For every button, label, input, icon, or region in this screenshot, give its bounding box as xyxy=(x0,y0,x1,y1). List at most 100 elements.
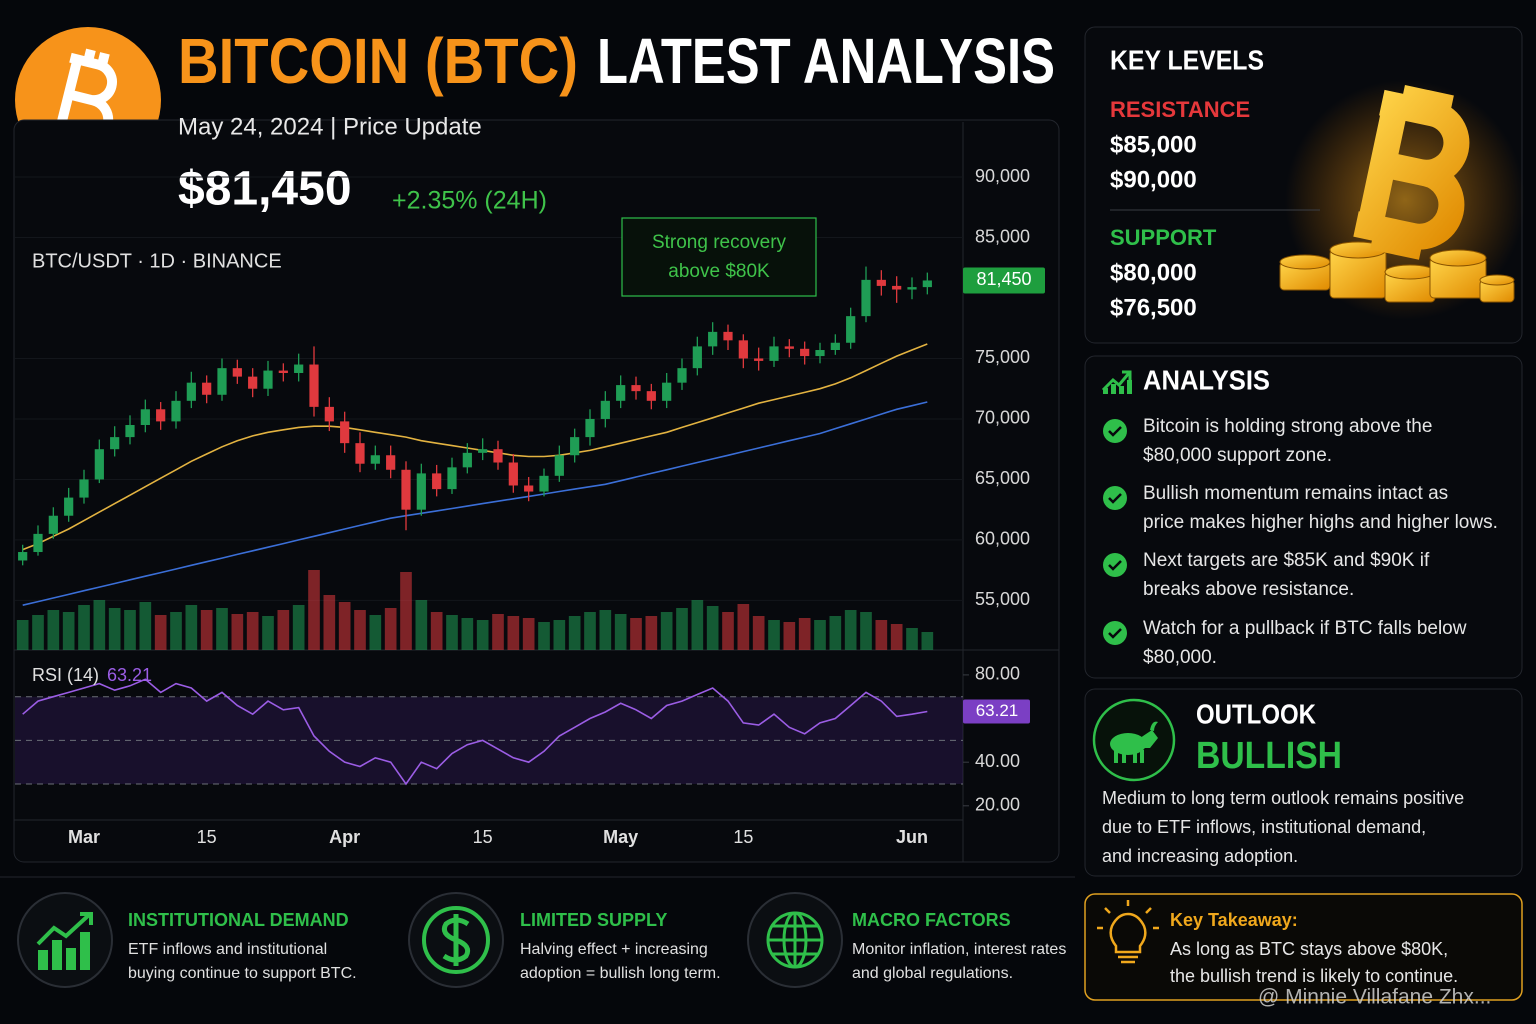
analysis-point: Bitcoin is holding strong above the xyxy=(1143,416,1432,437)
candle-body xyxy=(416,473,426,510)
volume-bar xyxy=(814,620,826,650)
support-label: SUPPORT xyxy=(1110,225,1217,250)
gold-btc-glyph xyxy=(1353,85,1470,260)
candle-body xyxy=(784,346,794,349)
candle-body xyxy=(263,370,273,389)
volume-bar xyxy=(614,614,627,650)
candle-body xyxy=(570,437,580,456)
volume-bar xyxy=(568,616,581,650)
y-tick-label: 90,000 xyxy=(975,166,1030,186)
volume-bar xyxy=(354,610,366,650)
outlook-text: due to ETF inflows, institutional demand… xyxy=(1102,817,1426,837)
globe-glyph xyxy=(766,911,824,969)
feature-icon xyxy=(17,892,113,988)
analysis-point: Watch for a pullback if BTC falls below xyxy=(1143,618,1467,639)
volume-bar xyxy=(844,610,857,650)
volume-bar xyxy=(308,570,320,650)
title: LATEST ANALYSIS xyxy=(597,25,1055,97)
feature-title: MACRO FACTORS xyxy=(852,910,1011,930)
resistance-level: $85,000 xyxy=(1110,131,1197,158)
price-tag-label: 81,450 xyxy=(976,269,1031,289)
volume-bar xyxy=(124,610,136,650)
candle-body xyxy=(125,425,135,438)
y-tick-label: 65,000 xyxy=(975,468,1030,488)
x-tick-label: Mar xyxy=(68,827,100,847)
dollar-glyph xyxy=(441,914,471,966)
analysis-point: $80,000 support zone. xyxy=(1143,445,1332,466)
candle-body xyxy=(876,279,886,286)
candle-body xyxy=(202,382,212,395)
analysis-icon-bars xyxy=(1103,380,1132,394)
resistance-level: $90,000 xyxy=(1110,166,1197,193)
support-level: $76,500 xyxy=(1110,294,1197,321)
volume-bar xyxy=(246,612,259,650)
candle-body xyxy=(907,287,917,290)
feature-title: LIMITED SUPPLY xyxy=(520,910,667,930)
candle-body xyxy=(800,348,810,357)
candle-body xyxy=(248,376,258,389)
chart-card xyxy=(13,119,1060,863)
candle-body xyxy=(432,473,442,490)
candle-body xyxy=(171,400,181,422)
annotation-text: Strong recovery xyxy=(652,232,787,253)
outlook-title: OUTLOOK xyxy=(1196,698,1316,729)
analysis-point: price makes higher highs and higher lows… xyxy=(1143,512,1498,533)
analysis-point: $80,000. xyxy=(1143,647,1217,668)
growth-arrow xyxy=(36,912,93,946)
feature-text: Monitor inflation, interest rates xyxy=(852,941,1066,958)
volume-bar xyxy=(93,600,106,650)
candle-body xyxy=(64,497,74,516)
candle-body xyxy=(447,467,457,490)
volume-bar xyxy=(461,618,474,650)
rsi-label: RSI (14) xyxy=(32,665,99,685)
check-mark xyxy=(1108,426,1122,437)
price: $81,450 xyxy=(178,163,352,216)
moving-average xyxy=(22,343,928,551)
feature-text: adoption = bullish long term. xyxy=(520,965,721,982)
candle-body xyxy=(478,449,488,453)
rsi-tick-label: 20.00 xyxy=(975,795,1020,815)
feature-text: Halving effect + increasing xyxy=(520,941,708,958)
volume-bar xyxy=(599,610,612,650)
volume-bar xyxy=(231,614,244,650)
volume-bar xyxy=(522,618,535,650)
volume-bar xyxy=(538,622,550,650)
candle-body xyxy=(340,421,350,444)
volume-bar xyxy=(277,610,290,650)
analysis-point: Bullish momentum remains intact as xyxy=(1143,483,1448,504)
check-icon xyxy=(1103,486,1127,510)
price-tag xyxy=(963,267,1045,294)
candle-body xyxy=(600,400,610,419)
candle-body xyxy=(846,316,856,343)
volume-bar xyxy=(415,600,428,650)
x-tick-label: Apr xyxy=(329,827,360,847)
x-tick-label: 15 xyxy=(733,827,753,847)
volume-bar xyxy=(292,605,305,650)
y-tick-label: 85,000 xyxy=(975,226,1030,246)
candle-body xyxy=(554,455,564,476)
candle-body xyxy=(33,533,43,553)
rsi-line xyxy=(22,678,928,786)
volume-bar xyxy=(875,620,888,650)
volume-bar xyxy=(476,620,489,650)
check-icon xyxy=(1103,621,1127,645)
outlook-card xyxy=(1084,688,1523,877)
volume-bar xyxy=(16,620,29,650)
outlook-text: Medium to long term outlook remains posi… xyxy=(1102,788,1464,808)
candle-body xyxy=(708,331,718,347)
feature-text: and global regulations. xyxy=(852,965,1013,982)
volume-bar xyxy=(154,615,167,650)
feature-text: buying continue to support BTC. xyxy=(128,965,357,982)
candle-body xyxy=(186,382,196,401)
volume-bar xyxy=(216,608,228,650)
candle-body xyxy=(140,409,150,426)
volume-bar xyxy=(323,595,336,650)
feature-title: INSTITUTIONAL DEMAND xyxy=(128,910,349,930)
takeaway-text: As long as BTC stays above $80K, xyxy=(1170,939,1448,959)
outlook-verdict: BULLISH xyxy=(1196,735,1342,777)
resistance-label: RESISTANCE xyxy=(1110,97,1250,122)
rsi-value: 63.21 xyxy=(107,665,152,685)
candle-body xyxy=(524,485,534,492)
candle-body xyxy=(18,552,28,561)
